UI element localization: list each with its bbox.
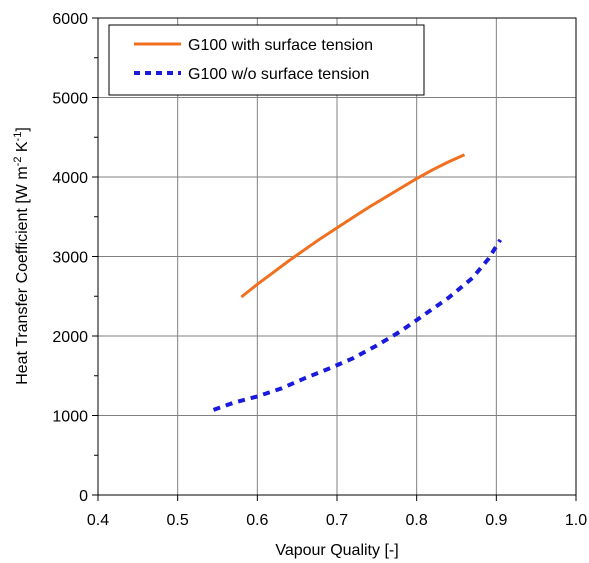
y-axis-title-main: Heat Transfer Coefficient [W m bbox=[14, 166, 31, 384]
x-tick-labels: 0.4 0.5 0.6 0.7 0.8 0.9 1.0 bbox=[87, 512, 587, 529]
ticks bbox=[92, 17, 577, 501]
x-tick-label: 0.6 bbox=[246, 512, 268, 529]
y-axis-title-exp2: -1 bbox=[12, 132, 24, 142]
y-tick-label: 6000 bbox=[52, 11, 88, 28]
y-axis-title-unit2: K bbox=[14, 141, 31, 156]
legend: G100 with surface tension G100 w/o surfa… bbox=[108, 24, 425, 96]
x-tick-label: 1.0 bbox=[565, 512, 587, 529]
y-tick-label: 0 bbox=[79, 488, 88, 505]
series-line-with-surface-tension bbox=[240, 153, 466, 299]
y-axis-title-exp1: -2 bbox=[12, 157, 24, 167]
series-line-without-surface-tension bbox=[212, 238, 502, 412]
grid bbox=[98, 18, 576, 495]
y-tick-label: 4000 bbox=[52, 170, 88, 187]
legend-label-with-surface-tension: G100 with surface tension bbox=[188, 37, 373, 54]
y-tick-label: 5000 bbox=[52, 91, 88, 108]
y-tick-labels: 0 1000 2000 3000 4000 5000 6000 bbox=[52, 11, 88, 505]
y-axis-title-end: ] bbox=[14, 127, 31, 131]
y-tick-label: 3000 bbox=[52, 250, 88, 267]
x-tick-label: 0.7 bbox=[326, 512, 348, 529]
legend-box bbox=[108, 24, 425, 96]
y-axis-title: Heat Transfer Coefficient [W m-2 K-1] bbox=[12, 127, 31, 385]
y-tick-label: 2000 bbox=[52, 329, 88, 346]
x-tick-label: 0.5 bbox=[167, 512, 189, 529]
legend-label-without-surface-tension: G100 w/o surface tension bbox=[188, 66, 369, 83]
x-tick-label: 0.4 bbox=[87, 512, 109, 529]
x-axis-title: Vapour Quality [-] bbox=[275, 542, 398, 559]
x-tick-label: 0.8 bbox=[406, 512, 428, 529]
y-tick-label: 1000 bbox=[52, 409, 88, 426]
series-layer bbox=[212, 153, 502, 412]
x-tick-label: 0.9 bbox=[485, 512, 507, 529]
